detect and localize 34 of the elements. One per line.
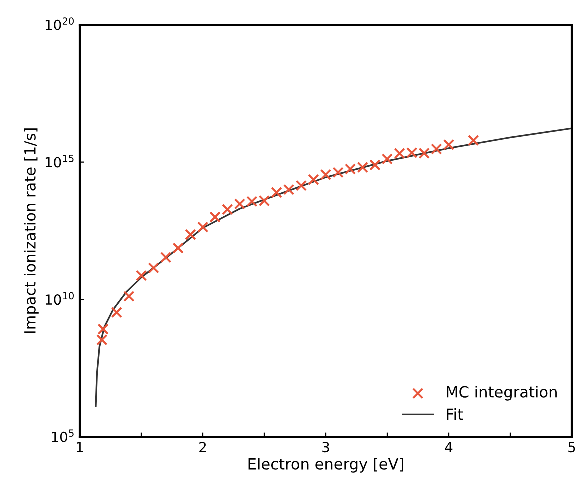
y-tick-label: 10$^{10}$ [46,292,74,306]
line-series [95,128,572,408]
point [308,174,320,186]
x-tick-label: 1 [77,442,84,452]
x-tick-label: 2 [200,442,206,452]
point [172,242,184,254]
legend-label: Fit [447,408,464,420]
point [443,139,455,151]
point [283,184,295,196]
point [222,204,234,216]
x-axis-title: Electron energy [eV] [248,458,404,473]
point [468,134,480,146]
legend-label: MC integration [447,386,557,401]
point [431,144,442,155]
point [160,252,172,264]
point [148,262,160,274]
point [96,334,108,346]
point [98,324,110,335]
point [210,212,221,223]
point [382,154,394,165]
point [296,180,308,192]
y-tick-label: 10$^{5}$ [52,430,74,442]
point [197,222,209,233]
y-axis-title: Impact ionization rate [1/s] [24,128,39,334]
x-tick-label: 4 [445,442,453,452]
point [136,270,148,282]
point [271,186,282,198]
point [124,290,135,302]
x-tick-label: 3 [322,442,330,453]
point [111,306,123,318]
point [185,229,196,240]
y-tick-label: 10$^{20}$ [46,18,74,30]
x-tick-label: 5 [568,442,576,453]
y-tick-label: 10$^{15}$ [46,155,74,168]
